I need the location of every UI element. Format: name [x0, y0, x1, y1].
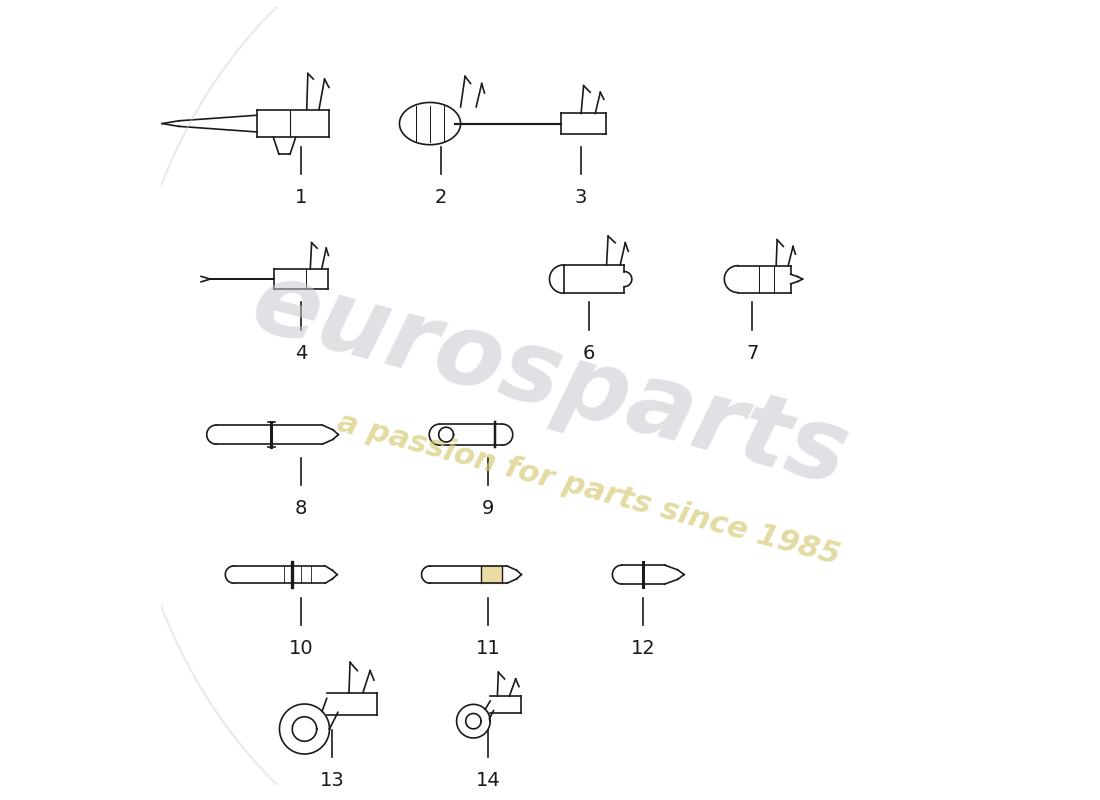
Text: 10: 10 [289, 639, 314, 658]
Bar [481, 566, 503, 583]
Text: 7: 7 [746, 344, 758, 362]
Text: 8: 8 [295, 499, 307, 518]
Text: 2: 2 [434, 188, 448, 207]
Text: 11: 11 [475, 639, 500, 658]
Text: eurosparts: eurosparts [242, 254, 858, 506]
Text: 6: 6 [583, 344, 595, 362]
Text: 12: 12 [631, 639, 656, 658]
Text: 13: 13 [320, 771, 344, 790]
Text: 9: 9 [482, 499, 494, 518]
Text: 3: 3 [575, 188, 587, 207]
Text: 4: 4 [295, 344, 307, 362]
Text: 1: 1 [295, 188, 307, 207]
Text: a passion for parts since 1985: a passion for parts since 1985 [334, 408, 844, 570]
Text: 14: 14 [475, 771, 500, 790]
